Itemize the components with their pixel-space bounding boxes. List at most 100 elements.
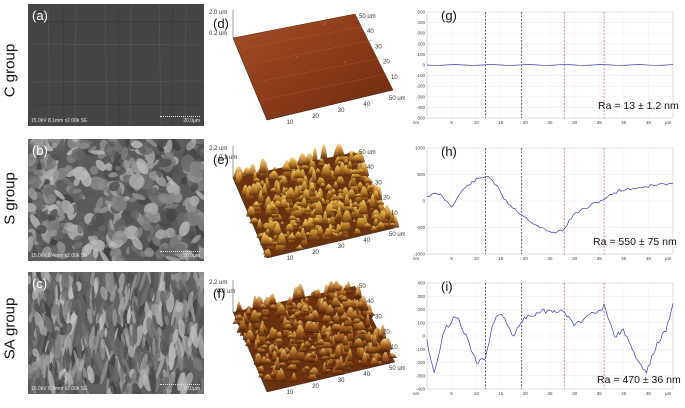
profile-x-tick: 10 — [474, 120, 480, 125]
afm-x-tick: 10 — [287, 120, 294, 126]
afm-y-tick: 50 um — [359, 14, 376, 20]
sem-scale-text-b: 20.0µm — [183, 253, 200, 259]
profile-x-tick: 10 — [474, 256, 480, 261]
sem-scale-b: 20.0µm — [160, 251, 200, 259]
profile-x-tick: 25 — [547, 391, 553, 396]
afm-x-tick: 50 um — [389, 232, 405, 238]
afm-3d-c: 2.0 um 0.2 um 10 20 30 40 50 um 10 20 30 40 50 um… — [205, 2, 406, 130]
profile-plot-s: 1000 500 0 -500 -1000 5 10 15 20 25 30 35 40 45 nm µm (… — [405, 140, 683, 268]
profile-y-tick: 1000 — [415, 146, 426, 151]
profile-x-tick: 30 — [572, 391, 578, 396]
afm-z-mid-f: 0.0 um — [217, 289, 235, 295]
profile-x-tick: 20 — [523, 256, 529, 261]
panel-letter-f: (f) — [213, 286, 226, 301]
afm-y-tick: 30 — [375, 44, 382, 50]
panel-letter-c: (c) — [32, 276, 48, 291]
profile-y-tick: 0 — [422, 334, 425, 339]
profile-y-tick: 0 — [422, 63, 425, 68]
profile-y-tick: 0 — [422, 199, 425, 204]
profile-x-tick: 45 — [646, 256, 652, 261]
panel-letter-a: (a) — [32, 8, 48, 23]
panel-letter-e: (e) — [213, 152, 229, 167]
profile-y-tick: -200 — [416, 360, 426, 365]
ra-value-g: Ra = 13 ± 1.2 nm — [598, 100, 679, 112]
profile-x-tick: 25 — [547, 256, 553, 261]
afm-x-tick: 30 — [338, 378, 345, 384]
afm-x-tick: 20 — [312, 114, 319, 120]
afm-y-tick: 30 — [375, 314, 382, 320]
profile-y-tick: 400 — [417, 281, 425, 286]
profile-x-unit-right: µm — [665, 120, 672, 125]
panel-letter-i: (i) — [441, 279, 453, 294]
afm-z-top-e: 2.2 um — [209, 146, 227, 152]
afm-x-tick: 50 um — [389, 96, 405, 102]
profile-y-tick: 500 — [417, 10, 425, 15]
profile-y-tick: -1000 — [413, 252, 425, 257]
sem-scale-a: 20.0µm — [160, 116, 200, 124]
afm-3d-s: 2.2 um -0.1 um 10 20 30 40 50 um 10 20 30 40 50 u… — [205, 138, 406, 266]
row-label-sa-group: SA group — [1, 297, 19, 360]
profile-y-tick: 100 — [417, 320, 425, 325]
profile-x-tick: 30 — [572, 256, 578, 261]
profile-y-tick: 100 — [417, 52, 425, 57]
sem-image-c: (a) 15.0kV 8.1mm x2.00k SE 20.0µm — [28, 4, 204, 126]
afm-z-mid-e: -0.1 um — [217, 155, 237, 161]
profile-x-unit-right: µm — [665, 256, 672, 261]
profile-x-tick: 40 — [621, 120, 627, 125]
sem-image-s: (b) 15.0kV 8.4mm x2.00k SE 20.0µm — [28, 139, 204, 261]
afm-x-tick: 30 — [338, 108, 345, 114]
afm-x-tick: 40 — [363, 238, 370, 244]
afm-y-tick: 40 — [367, 165, 374, 171]
row-label-s-group: S group — [1, 172, 19, 225]
profile-x-unit-left: nm — [413, 120, 420, 125]
afm-y-tick: 20 — [383, 60, 390, 66]
profile-x-tick: 35 — [597, 391, 603, 396]
profile-x-tick: 5 — [450, 256, 453, 261]
profile-x-tick: 5 — [450, 391, 453, 396]
panel-letter-b: (b) — [32, 143, 48, 158]
profile-x-tick: 25 — [547, 120, 553, 125]
sem-caption-c: 15.0kV 8.3mm x2.00k SE — [31, 386, 88, 392]
profile-x-tick: 40 — [621, 391, 627, 396]
profile-x-tick: 35 — [597, 256, 603, 261]
afm-y-tick: 30 — [375, 180, 382, 186]
profile-x-unit-left: nm — [413, 256, 420, 261]
profile-plot-c: 500 400 300 200 100 0 -100 -200 -300 -400 -500 5 10 1… — [405, 4, 683, 132]
profile-line — [426, 303, 674, 374]
afm-x-tick: 10 — [287, 390, 294, 396]
sem-scale-text-c: 20.0µm — [183, 386, 200, 392]
profile-y-tick: -400 — [416, 105, 426, 110]
sem-caption-b: 15.0kV 8.4mm x2.00k SE — [31, 253, 88, 259]
profile-y-tick: 200 — [417, 307, 425, 312]
sem-image-sa: (c) 15.0kV 8.3mm x2.00k SE 20.0µm — [28, 272, 204, 394]
profile-y-tick: 300 — [417, 294, 425, 299]
profile-y-tick: -300 — [416, 373, 426, 378]
afm-x-tick: 30 — [338, 244, 345, 250]
afm-y-tick: 20 — [383, 330, 390, 336]
profile-y-tick: -500 — [416, 116, 426, 121]
ra-value-i: Ra = 470 ± 36 nm — [597, 374, 681, 386]
sem-scale-c: 20.0µm — [160, 384, 200, 392]
afm-x-tick: 40 — [363, 102, 370, 108]
profile-x-unit-right: µm — [665, 391, 672, 396]
profile-y-tick: -100 — [416, 73, 426, 78]
profile-x-tick: 30 — [572, 120, 578, 125]
panel-letter-h: (h) — [441, 144, 457, 159]
profile-y-tick: 500 — [417, 172, 425, 177]
profile-x-tick: 15 — [498, 256, 504, 261]
profile-x-tick: 45 — [646, 120, 652, 125]
profile-x-tick: 20 — [523, 391, 529, 396]
afm-3d-sa: 2.2 um 0.0 um 10 20 30 40 50 um 10 20 30 40 50 (f… — [205, 272, 406, 400]
profile-y-tick: 200 — [417, 41, 425, 46]
afm-y-tick: 10 — [391, 211, 398, 217]
afm-x-tick: 40 — [363, 372, 370, 378]
profile-x-tick: 20 — [523, 120, 529, 125]
afm-z-top-d: 2.0 um — [209, 10, 227, 16]
profile-x-tick: 45 — [646, 391, 652, 396]
profile-y-tick: 400 — [417, 20, 425, 25]
sem-scale-text-a: 20.0µm — [183, 118, 200, 124]
afm-x-tick: 20 — [312, 384, 319, 390]
afm-x-tick: 10 — [287, 256, 294, 262]
row-label-c-group: C group — [1, 43, 19, 98]
profile-line — [426, 175, 674, 234]
